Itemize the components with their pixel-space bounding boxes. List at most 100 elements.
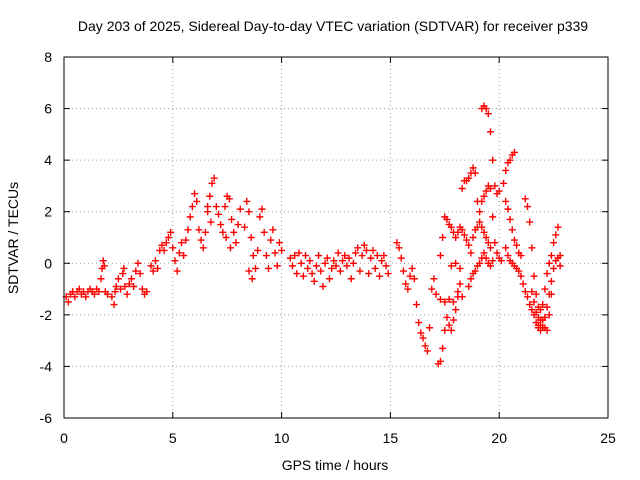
data-point [175, 249, 183, 257]
data-point [232, 239, 240, 247]
data-point [365, 270, 373, 278]
data-point [271, 249, 279, 257]
data-point [180, 252, 188, 260]
data-point [132, 267, 140, 275]
data-point [138, 285, 146, 293]
data-point [171, 257, 179, 265]
data-point [112, 282, 120, 290]
data-point [443, 313, 451, 321]
data-point [302, 252, 310, 260]
data-point [373, 252, 381, 260]
data-point [234, 221, 242, 229]
data-point [120, 264, 128, 272]
data-point [486, 185, 494, 193]
data-point [356, 267, 364, 275]
data-point [456, 264, 464, 272]
data-point [352, 249, 360, 257]
data-point [530, 272, 538, 280]
data-point [154, 264, 162, 272]
data-point [110, 301, 118, 309]
data-point [214, 210, 222, 218]
data-point [447, 262, 455, 270]
data-point [450, 316, 458, 324]
data-point [502, 244, 510, 252]
data-point [408, 264, 416, 272]
data-point [452, 306, 460, 314]
data-point [332, 262, 340, 270]
data-point [510, 148, 518, 156]
data-point [286, 254, 294, 262]
data-point [491, 182, 499, 190]
data-point [506, 215, 514, 223]
data-point [482, 234, 490, 241]
data-point [441, 298, 449, 306]
data-point [469, 234, 477, 241]
data-point [380, 252, 388, 260]
data-point [226, 244, 234, 252]
data-point [410, 275, 418, 283]
data-point [537, 306, 545, 314]
chart-title: Day 203 of 2025, Sidereal Day-to-day VTE… [78, 18, 588, 34]
x-tick-label: 0 [60, 430, 68, 446]
data-point [258, 205, 266, 213]
data-point [543, 270, 551, 278]
data-point [147, 262, 155, 270]
data-point [312, 262, 320, 270]
data-point [556, 252, 564, 260]
data-point [378, 257, 386, 265]
data-point [521, 288, 529, 296]
data-point [419, 334, 427, 342]
data-point [369, 246, 377, 254]
x-tick-label: 20 [491, 430, 507, 446]
data-point [158, 241, 166, 249]
data-point [467, 275, 475, 283]
data-point [491, 239, 499, 247]
data-point [486, 128, 494, 136]
data-point [493, 249, 501, 257]
data-point [343, 262, 351, 270]
y-tick-label: 6 [44, 101, 52, 117]
data-point [321, 259, 329, 267]
data-point [256, 213, 264, 221]
data-point [354, 244, 362, 252]
data-point [245, 208, 253, 216]
data-point [384, 270, 392, 278]
data-point [297, 259, 305, 267]
data-point [251, 264, 259, 272]
data-point [439, 344, 447, 352]
y-tick-label: -2 [40, 307, 53, 323]
data-point [417, 329, 425, 337]
data-point [480, 249, 488, 257]
data-point [219, 228, 227, 236]
data-point [75, 285, 83, 293]
data-point [517, 272, 525, 280]
data-point [521, 195, 529, 203]
data-point [439, 234, 447, 241]
data-point [484, 239, 492, 247]
data-point [465, 241, 473, 249]
data-point [445, 321, 453, 329]
data-point [423, 347, 431, 355]
data-point [436, 252, 444, 260]
data-point [243, 197, 251, 205]
data-point [539, 301, 547, 309]
data-point [454, 228, 462, 236]
y-tick-label: 8 [44, 49, 52, 65]
data-point [397, 254, 405, 262]
data-point [482, 105, 490, 113]
data-point [476, 208, 484, 216]
data-point [273, 262, 281, 270]
data-point [245, 267, 253, 275]
data-point [162, 239, 170, 247]
data-point [228, 215, 236, 223]
data-point [269, 226, 277, 234]
data-point [523, 293, 531, 301]
data-point [441, 326, 449, 334]
data-point [339, 257, 347, 265]
data-point [125, 280, 133, 288]
data-point [341, 252, 349, 260]
data-point [489, 213, 497, 221]
data-point [225, 195, 233, 203]
data-point [550, 239, 558, 247]
